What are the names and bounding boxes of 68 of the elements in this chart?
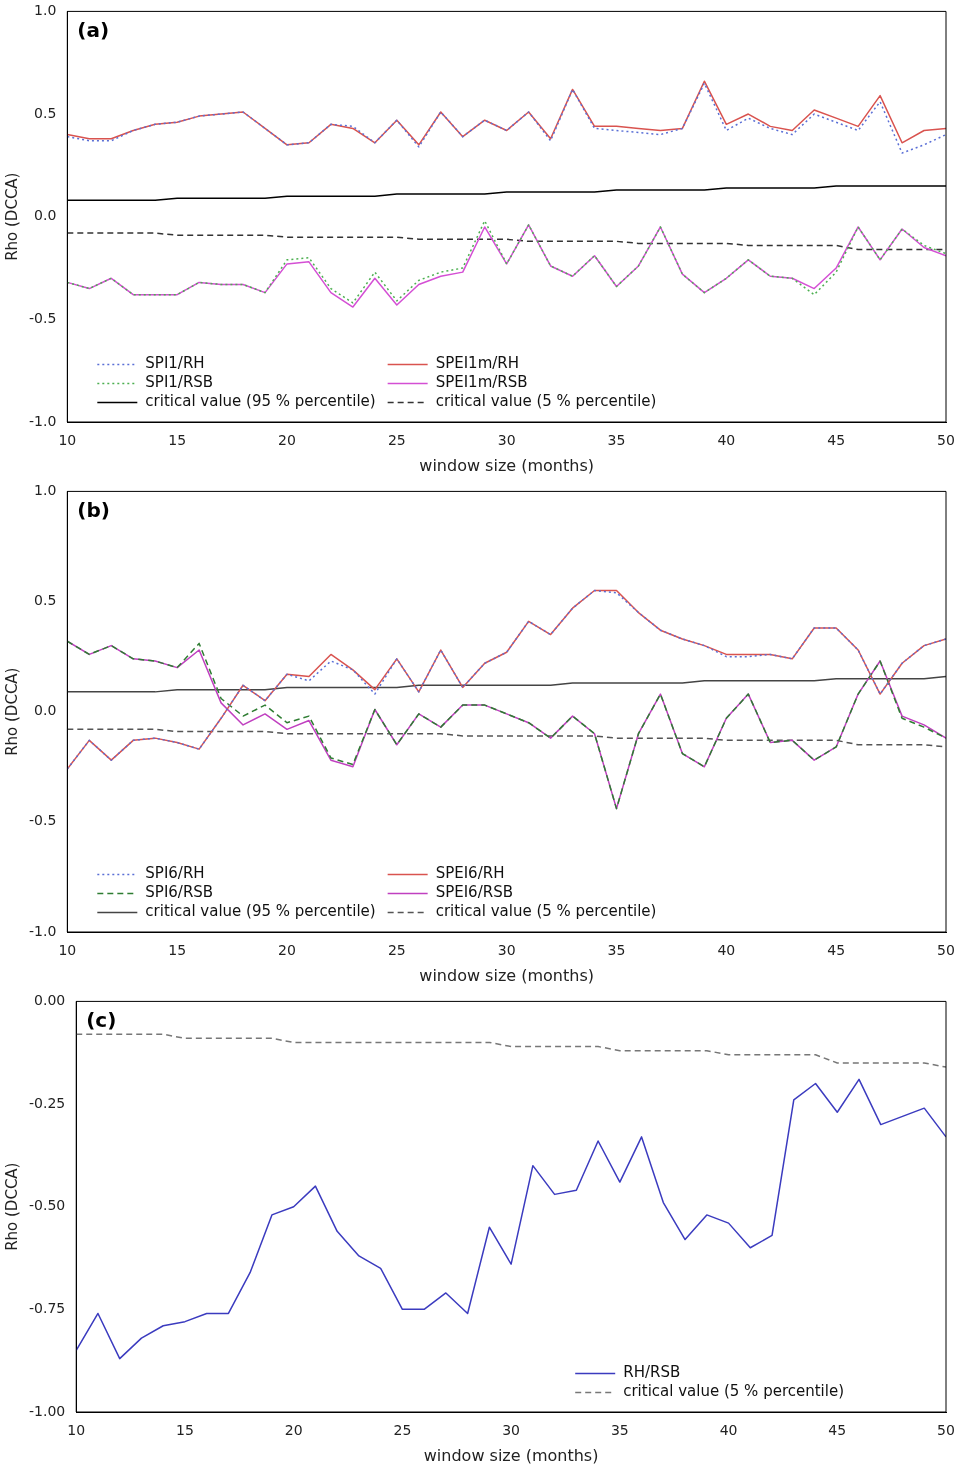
- y-tick-label: 1.0: [34, 482, 57, 499]
- x-tick-label: 50: [937, 432, 955, 449]
- x-tick-label: 40: [719, 1422, 738, 1439]
- line-series: [67, 589, 946, 770]
- legend-label: critical value (95 % percentile): [145, 902, 376, 921]
- x-tick-label: 35: [610, 1422, 629, 1439]
- x-tick-label: 35: [607, 942, 626, 959]
- legend-label: critical value (95 % percentile): [145, 392, 376, 411]
- y-tick-label: 0.00: [34, 992, 66, 1009]
- y-tick-label: 0.5: [34, 104, 57, 121]
- x-tick-label: 20: [284, 1422, 303, 1439]
- legend-label: SPI1/RSB: [145, 373, 214, 392]
- annotation: (a): [77, 17, 110, 42]
- x-tick-label: 50: [937, 942, 955, 959]
- x-tick-label: 25: [393, 1422, 412, 1439]
- x-tick-label: 25: [387, 942, 406, 959]
- legend-label: SPEI6/RSB: [435, 883, 513, 902]
- y-tick-label: 0.5: [34, 592, 57, 609]
- x-tick-label: 10: [58, 942, 77, 959]
- y-tick-label: -1.0: [28, 922, 57, 939]
- x-tick-label: 40: [717, 432, 736, 449]
- y-tick-label: 0.0: [34, 702, 57, 719]
- x-tick-label: 35: [607, 432, 626, 449]
- legend-label: RH/RSB: [623, 1363, 681, 1382]
- x-tick-label: 45: [827, 942, 846, 959]
- x-tick-label: 45: [828, 1422, 847, 1439]
- x-tick-label: 10: [58, 432, 77, 449]
- annotation: (c): [86, 1007, 117, 1032]
- legend-label: critical value (5 % percentile): [623, 1382, 844, 1401]
- y-tick-label: -0.25: [28, 1094, 66, 1111]
- y-tick-label: -1.00: [28, 1402, 66, 1419]
- legend-label: SPEI1m/RSB: [435, 373, 528, 392]
- legend-label: SPI6/RSB: [145, 883, 214, 902]
- x-tick-label: 30: [497, 432, 516, 449]
- annotation: (b): [77, 497, 110, 522]
- y-tick-label: -0.5: [28, 812, 57, 829]
- legend-label: SPI6/RH: [145, 864, 205, 883]
- x-tick-label: 45: [827, 432, 846, 449]
- x-tick-label: 15: [176, 1422, 194, 1439]
- legend-label: SPI1/RH: [145, 354, 205, 373]
- y-tick-label: -0.5: [28, 309, 57, 326]
- legend-label: SPEI6/RH: [435, 864, 505, 883]
- y-axis-title: Rho (DCCA): [2, 1162, 21, 1251]
- x-tick-label: 15: [168, 942, 187, 959]
- y-axis-title: Rho (DCCA): [2, 667, 21, 756]
- x-tick-label: 25: [387, 432, 406, 449]
- y-tick-label: -0.50: [28, 1197, 66, 1214]
- x-tick-label: 30: [497, 942, 516, 959]
- x-tick-label: 10: [67, 1422, 86, 1439]
- line-series: [76, 1033, 946, 1068]
- x-tick-label: 40: [717, 942, 736, 959]
- line-series: [67, 640, 946, 810]
- y-tick-label: 1.0: [34, 2, 57, 19]
- x-tick-label: 30: [502, 1422, 521, 1439]
- y-tick-label: -1.0: [28, 412, 57, 429]
- x-axis-title: window size (months): [419, 455, 594, 475]
- x-tick-label: 50: [937, 1422, 955, 1439]
- legend-label: critical value (5 % percentile): [435, 902, 657, 921]
- legend-label: SPEI1m/RH: [435, 354, 520, 373]
- x-tick-label: 20: [278, 942, 296, 959]
- y-axis-title: Rho (DCCA): [2, 172, 21, 261]
- x-tick-label: 15: [168, 432, 187, 449]
- x-tick-label: 20: [278, 432, 296, 449]
- x-axis-title: window size (months): [423, 1445, 599, 1465]
- x-axis-title: window size (months): [419, 965, 594, 985]
- legend-label: critical value (5 % percentile): [435, 392, 657, 411]
- y-tick-label: -0.75: [28, 1299, 66, 1316]
- y-tick-label: 0.0: [34, 207, 57, 224]
